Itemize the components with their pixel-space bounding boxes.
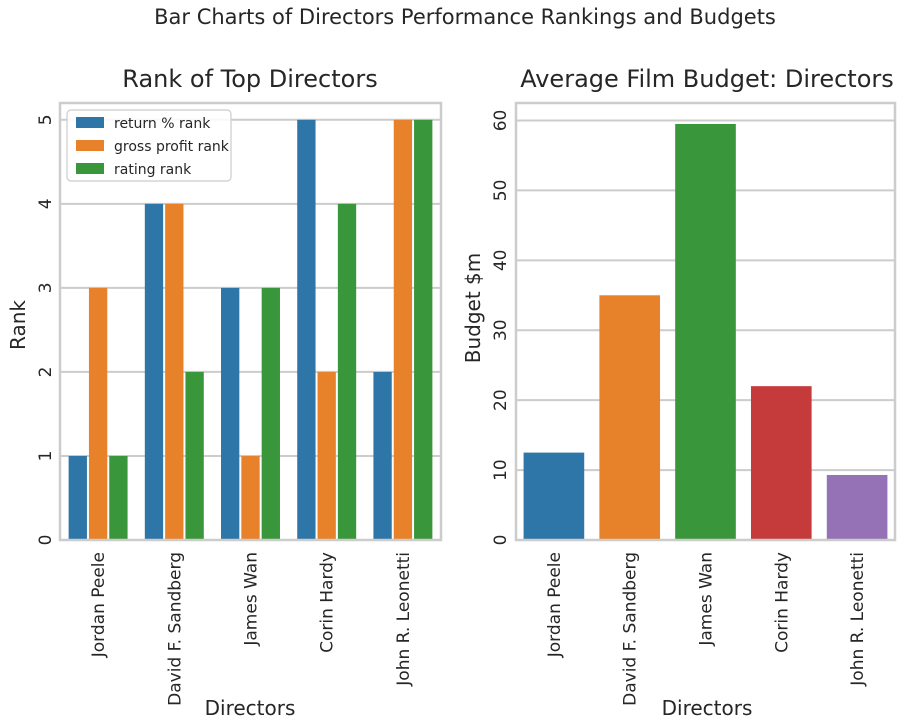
x-tick-label-john-r-leonetti: John R. Leonetti — [848, 552, 868, 687]
rank-chart-legend: return % rank gross profit rank rating r… — [66, 109, 232, 182]
budget-chart-title: Average Film Budget: Directors — [520, 65, 894, 93]
y-tick-label: 20 — [491, 389, 511, 411]
legend-swatch-rating — [76, 163, 104, 174]
x-tick-label-james-wan: James Wan — [696, 552, 716, 647]
rank-chart-title: Rank of Top Directors — [122, 65, 377, 93]
bar-james-wan — [675, 123, 736, 540]
y-tick-label: 1 — [36, 451, 56, 462]
y-tick-label: 3 — [36, 282, 56, 293]
budget-chart-y-axis-label: Budget $m — [461, 253, 485, 364]
figure-suptitle: Bar Charts of Directors Performance Rank… — [154, 5, 776, 29]
bar-gross-profit-rank-corin-hardy — [317, 371, 336, 540]
rank-chart-bars — [68, 119, 433, 541]
rank-chart-x-tick-labels: Jordan Peele David F. Sandberg James Wan Co… — [89, 552, 414, 706]
legend-label-return: return % rank — [114, 116, 211, 132]
y-tick-label: 60 — [491, 110, 511, 132]
budget-chart-bars — [523, 123, 888, 540]
legend-label-rating: rating rank — [114, 162, 192, 178]
y-tick-label: 2 — [36, 367, 56, 378]
bar-rating-rank-david-f-sandberg — [185, 371, 204, 540]
bar-jordan-peele — [523, 452, 585, 540]
rank-chart-frame — [58, 101, 443, 542]
legend-label-gross-profit: gross profit rank — [114, 139, 230, 155]
bar-corin-hardy — [750, 386, 812, 540]
y-tick-label: 0 — [36, 535, 56, 546]
bar-rating-rank-corin-hardy — [337, 203, 357, 540]
bar-return-rank-jordan-peele — [68, 455, 87, 540]
y-tick-label: 5 — [36, 114, 56, 125]
y-tick-label: 4 — [36, 198, 56, 209]
legend-frame — [66, 109, 232, 182]
bar-john-r-leonetti — [826, 474, 888, 540]
x-tick-label-john-r-leonetti: John R. Leonetti — [394, 552, 414, 687]
y-tick-label: 10 — [491, 459, 511, 481]
bar-gross-profit-rank-david-f-sandberg — [165, 203, 184, 540]
bar-rating-rank-john-r-leonetti — [414, 119, 433, 541]
y-tick-label: 0 — [491, 535, 511, 546]
bar-rating-rank-jordan-peele — [109, 455, 128, 540]
bar-gross-profit-rank-john-r-leonetti — [393, 119, 413, 541]
budget-chart-x-tick-labels: Jordan Peele David F. Sandberg James Wan Co… — [545, 552, 868, 706]
budget-chart-x-axis-label: Directors — [662, 696, 753, 720]
bar-return-rank-corin-hardy — [297, 119, 316, 541]
rank-chart-x-axis-label: Directors — [205, 696, 296, 720]
y-tick-label: 40 — [491, 249, 511, 271]
rank-chart: 0 1 2 3 4 5 Jordan Peele David F. Sandberg Jame… — [6, 65, 443, 720]
legend-swatch-return — [76, 117, 104, 128]
bar-gross-profit-rank-james-wan — [241, 455, 260, 540]
x-tick-label-jordan-peele: Jordan Peele — [545, 552, 565, 658]
y-tick-label: 30 — [491, 319, 511, 341]
budget-chart-frame — [514, 101, 897, 542]
bar-return-rank-john-r-leonetti — [373, 371, 392, 540]
x-tick-label-david-f-sandberg: David F. Sandberg — [165, 552, 185, 706]
x-tick-label-corin-hardy: Corin Hardy — [772, 552, 792, 653]
y-tick-label: 50 — [491, 180, 511, 202]
rank-chart-y-tick-labels: 0 1 2 3 4 5 — [36, 114, 56, 545]
bar-gross-profit-rank-jordan-peele — [88, 287, 108, 540]
legend-swatch-gross-profit — [76, 140, 104, 151]
bar-david-f-sandberg — [599, 295, 661, 540]
x-tick-label-corin-hardy: Corin Hardy — [318, 552, 338, 653]
budget-chart: 0 10 20 30 40 50 60 Jordan Peele David F. Sandb… — [461, 65, 897, 720]
budget-chart-y-tick-labels: 0 10 20 30 40 50 60 — [491, 110, 511, 546]
x-tick-label-david-f-sandberg: David F. Sandberg — [621, 552, 641, 706]
bar-return-rank-james-wan — [221, 287, 240, 540]
bar-rating-rank-james-wan — [261, 287, 280, 540]
x-tick-label-jordan-peele: Jordan Peele — [89, 552, 109, 658]
x-tick-label-james-wan: James Wan — [241, 552, 261, 647]
rank-chart-y-axis-label: Rank — [6, 300, 30, 350]
bar-return-rank-david-f-sandberg — [144, 203, 164, 540]
